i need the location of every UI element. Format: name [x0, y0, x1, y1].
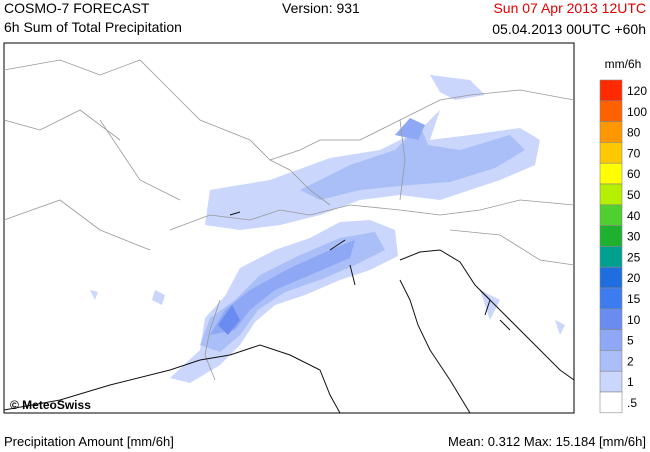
legend-swatch: [599, 162, 623, 185]
subtitle: 6h Sum of Total Precipitation: [4, 19, 182, 35]
legend-swatch: [599, 142, 623, 164]
precipitation: [90, 75, 565, 383]
legend-label: 10: [627, 313, 641, 327]
valid-time: Sun 07 Apr 2013 12UTC: [493, 0, 646, 16]
coastlines: [3, 211, 575, 414]
legend-label: 70: [627, 146, 641, 160]
legend-label: 20: [627, 271, 641, 285]
version: Version: 931: [282, 0, 360, 16]
legend-label: 50: [627, 188, 641, 202]
legend-label: 60: [627, 167, 641, 181]
legend-label: 100: [627, 105, 647, 119]
map-frame: [3, 42, 575, 414]
legend-swatch: [599, 308, 623, 330]
legend-swatch: [599, 79, 623, 102]
legend-label: 15: [627, 292, 641, 306]
legend-swatch: [599, 225, 623, 247]
legend-label: 30: [627, 230, 641, 244]
legend-unit: mm/6h: [605, 57, 642, 71]
copyright: © MeteoSwiss: [10, 398, 91, 412]
legend-label: 80: [627, 126, 641, 140]
legend-swatch: [599, 204, 623, 226]
legend-swatch: [599, 370, 623, 393]
legend: mm/6h 120 100 80 70 60 50 40 30 25 20 15 10 5 2 1 .5: [599, 57, 647, 414]
map: © MeteoSwiss: [3, 42, 575, 414]
legend-label: 2: [627, 354, 634, 368]
legend-swatch: [599, 391, 623, 414]
legend-swatch: [599, 329, 623, 351]
legend-label: 5: [627, 334, 634, 348]
footer-right: Mean: 0.312 Max: 15.184 [mm/6h]: [448, 434, 646, 449]
legend-swatch: [599, 350, 623, 372]
legend-swatch: [599, 246, 623, 268]
title: COSMO-7 FORECAST: [4, 0, 150, 16]
legend-label: 40: [627, 209, 641, 223]
legend-label: .5: [627, 396, 637, 410]
legend-label: 1: [627, 375, 634, 389]
legend-swatch: [599, 287, 623, 310]
run-time: 05.04.2013 00UTC +60h: [492, 21, 646, 37]
footer-left: Precipitation Amount [mm/6h]: [4, 434, 174, 449]
legend-label: 120: [627, 84, 647, 98]
borders: [3, 59, 575, 381]
legend-swatch: [599, 266, 623, 289]
legend-swatch: [599, 121, 623, 143]
legend-swatch: [599, 100, 623, 122]
legend-label: 25: [627, 250, 641, 264]
legend-swatch: [599, 183, 623, 206]
